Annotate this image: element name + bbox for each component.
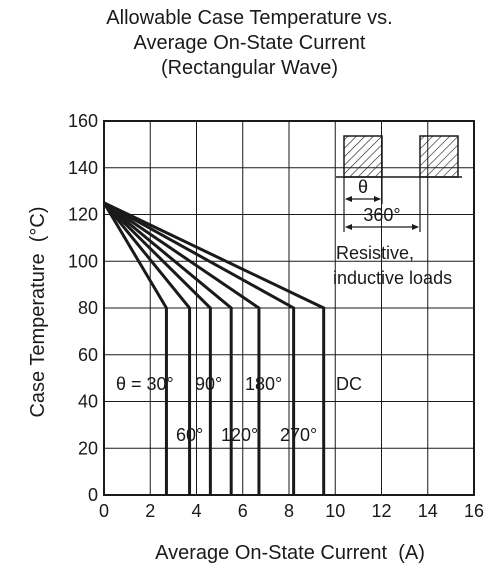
pulse-2: [419, 135, 459, 178]
curves: [102, 201, 326, 495]
inset-theta-label: θ: [358, 177, 368, 197]
y-tick-label: 120: [68, 205, 98, 225]
period-arrowhead-left: [345, 224, 352, 230]
y-tick-label: 40: [78, 392, 98, 412]
title-line-2: Average On-State Current: [133, 32, 366, 54]
x-tick-label: 4: [191, 501, 201, 521]
x-tick-label: 0: [99, 501, 109, 521]
pulse-1: [343, 135, 383, 178]
series-line: [102, 201, 212, 495]
inset-period-label: 360°: [363, 205, 400, 225]
y-tick-label: 0: [88, 485, 98, 505]
x-tick-label: 12: [371, 501, 391, 521]
curve-label-30: θ = 30°: [116, 374, 174, 394]
x-tick-label: 16: [464, 501, 484, 521]
x-tick-label: 8: [284, 501, 294, 521]
x-tick-label: 10: [325, 501, 345, 521]
title-line-3: (Rectangular Wave): [160, 57, 339, 79]
waveform-inset: θ 360°: [336, 135, 462, 232]
curve-label-60: 60°: [176, 425, 203, 445]
curve-label-90: 90°: [195, 374, 222, 394]
x-tick-label: 6: [238, 501, 248, 521]
curve-label-180: 180°: [245, 374, 282, 394]
x-axis-label: Average On-State Current (A): [155, 542, 425, 564]
x-ticks: 0 2 4 6 8 10 12 14 16: [99, 501, 484, 521]
y-tick-label: 60: [78, 345, 98, 365]
y-tick-label: 100: [68, 251, 98, 271]
x-tick-label: 14: [418, 501, 438, 521]
y-ticks: 0 20 40 60 80 100 120 140 160: [68, 111, 98, 505]
y-tick-label: 80: [78, 298, 98, 318]
plot-frame: [103, 120, 475, 496]
title-line-1: Allowable Case Temperature vs.: [106, 7, 393, 29]
curve-label-270: 270°: [280, 425, 317, 445]
series-line: [103, 201, 261, 495]
y-tick-label: 140: [68, 158, 98, 178]
curve-label-dc: DC: [336, 374, 362, 394]
series-line: [102, 201, 192, 495]
series-line: [103, 201, 296, 495]
load-note-line-2: inductive loads: [333, 268, 452, 288]
curve-label-120: 120°: [221, 425, 258, 445]
load-note-line-1: Resistive,: [336, 243, 414, 263]
curve-labels: θ = 30° 90° 180° DC 60° 120° 270°: [116, 374, 362, 445]
series-line: [103, 201, 326, 495]
theta-arrowhead-left: [345, 196, 352, 202]
y-axis-label: Case Temperature (°C): [27, 206, 49, 417]
x-tick-label: 2: [145, 501, 155, 521]
series-line: [103, 201, 233, 495]
theta-arrowhead-right: [374, 196, 381, 202]
series-line: [102, 202, 168, 495]
y-tick-label: 20: [78, 438, 98, 458]
y-tick-label: 160: [68, 111, 98, 131]
chart-title: Allowable Case Temperature vs. Average O…: [0, 6, 499, 81]
period-arrowhead-right: [412, 224, 419, 230]
